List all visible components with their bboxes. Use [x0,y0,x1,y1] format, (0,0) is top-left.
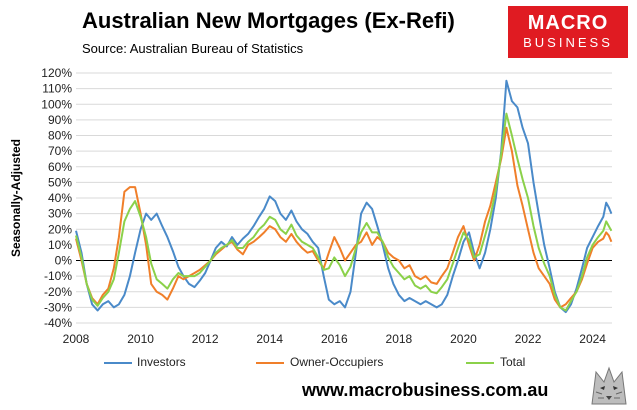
chart-subtitle: Source: Australian Bureau of Statistics [82,41,304,56]
x-tick-label: 2022 [515,332,542,346]
x-tick-label: 2024 [579,332,606,346]
legend-item-total: Total [500,355,526,369]
series-line-investors [75,79,613,314]
line-chart: 120% 110%100% 90% 80%70% 60%50% 40% 30%20% 10% 0… [9,66,613,346]
x-tick-label: 2014 [256,332,283,346]
y-tick-label: -30% [44,300,72,314]
y-tick-label: 50% [48,175,72,189]
series-line-owner-occupiers [75,126,613,309]
y-tick-label: 10% [48,238,72,252]
legend-swatch-investors [104,362,132,364]
y-axis-label: Seasonally-Adjusted [9,139,23,257]
chart-title: Australian New Mortgages (Ex-Refi) [82,8,455,33]
y-tick-label: -10% [44,269,72,283]
x-tick-label: 2016 [321,332,348,346]
legend-swatch-owner-occupiers [256,362,284,364]
legend-swatch-total [466,362,494,364]
y-tick-label: 100% [41,97,72,111]
y-tick-label: 30% [48,207,72,221]
wolf-logo-icon [591,366,627,405]
legend-item-investors: Investors [137,355,186,369]
y-tick-label: 90% [48,113,72,127]
x-tick-labels: 2008 2010 2012 2014 2016 2018 2020 2022 2024 [63,332,607,346]
series-lines [75,79,613,314]
legend-item-owner-occupiers: Owner-Occupiers [290,355,384,369]
y-tick-label: 0% [55,254,73,268]
macrobusiness-logo: MACRO BUSINESS [508,6,628,58]
y-tick-labels: 120% 110%100% 90% 80%70% 60%50% 40% 30%20% 10% 0… [41,66,72,330]
y-tick-label: 80% [48,129,72,143]
y-tick-label: 70% [48,144,72,158]
logo-line1: MACRO [527,12,609,34]
x-tick-label: 2012 [192,332,219,346]
x-tick-label: 2020 [450,332,477,346]
y-tick-label: -20% [44,285,72,299]
x-tick-label: 2008 [63,332,90,346]
y-tick-label: 40% [48,191,72,205]
y-tick-label: 20% [48,222,72,236]
y-tick-label: 120% [41,66,72,80]
x-tick-label: 2010 [127,332,154,346]
y-tick-label: 60% [48,160,72,174]
series-line-total [75,112,613,312]
y-tick-label: 110% [42,82,72,96]
logo-line2: BUSINESS [523,35,613,50]
website-url: www.macrobusiness.com.au [302,380,549,400]
grid-lines [76,72,612,324]
x-tick-label: 2018 [386,332,413,346]
y-tick-label: -40% [44,316,72,330]
